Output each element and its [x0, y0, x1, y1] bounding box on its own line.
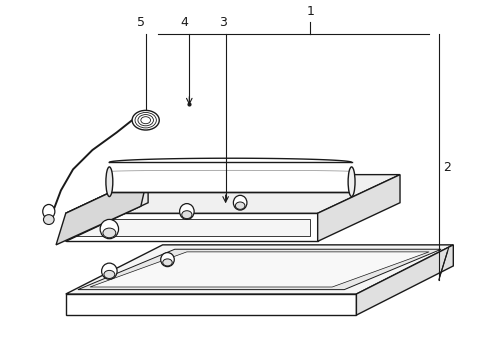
- Polygon shape: [66, 245, 453, 294]
- Polygon shape: [356, 245, 453, 315]
- Ellipse shape: [44, 215, 54, 225]
- Ellipse shape: [104, 270, 115, 279]
- Ellipse shape: [100, 219, 119, 239]
- Polygon shape: [318, 175, 400, 241]
- Ellipse shape: [161, 253, 174, 267]
- Text: 2: 2: [443, 161, 451, 174]
- Ellipse shape: [103, 228, 116, 238]
- Ellipse shape: [163, 259, 172, 266]
- Polygon shape: [66, 175, 400, 213]
- Polygon shape: [73, 219, 310, 236]
- Text: 1: 1: [306, 5, 315, 18]
- Polygon shape: [66, 294, 356, 315]
- Ellipse shape: [235, 202, 245, 210]
- Polygon shape: [56, 175, 148, 245]
- Ellipse shape: [43, 204, 55, 219]
- Ellipse shape: [182, 211, 192, 219]
- Text: 4: 4: [180, 16, 188, 29]
- Ellipse shape: [348, 167, 355, 197]
- Ellipse shape: [101, 263, 117, 279]
- Text: 3: 3: [219, 16, 227, 29]
- Polygon shape: [66, 213, 318, 241]
- Ellipse shape: [233, 195, 247, 210]
- Polygon shape: [90, 252, 429, 287]
- Ellipse shape: [106, 167, 113, 197]
- Text: 5: 5: [137, 16, 145, 29]
- Circle shape: [132, 111, 159, 130]
- Polygon shape: [78, 249, 441, 290]
- Ellipse shape: [180, 204, 194, 219]
- Polygon shape: [109, 162, 352, 192]
- Polygon shape: [66, 175, 148, 241]
